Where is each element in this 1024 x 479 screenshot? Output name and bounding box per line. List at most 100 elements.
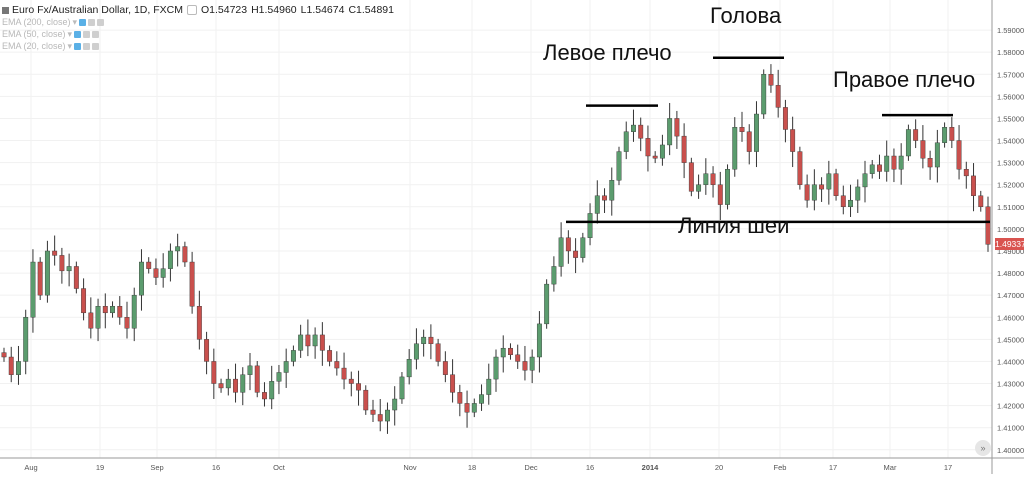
candle-body — [95, 306, 101, 329]
gear-icon[interactable] — [83, 30, 91, 38]
candle-body — [963, 169, 969, 177]
settings-icon[interactable] — [186, 5, 197, 15]
candle-body — [406, 359, 412, 378]
close-icon[interactable] — [97, 18, 105, 26]
candle-body — [587, 213, 593, 238]
right-shoulder-label: Правое плечо — [833, 67, 976, 92]
candle-body — [790, 129, 796, 152]
y-tick-label: 1.51000 — [997, 203, 1024, 212]
x-tick-label: Dec — [524, 463, 538, 472]
y-tick-label: 1.56000 — [997, 92, 1024, 101]
candle-body — [1, 352, 7, 358]
candle-body — [146, 261, 152, 269]
close-icon[interactable] — [92, 42, 100, 50]
y-tick-label: 1.52000 — [997, 181, 1024, 190]
y-tick-label: 1.42000 — [997, 402, 1024, 411]
candle-body — [225, 378, 231, 389]
candle-body — [696, 184, 702, 192]
y-tick-label: 1.55000 — [997, 114, 1024, 123]
candle-body — [262, 392, 267, 400]
chevron-down-icon[interactable]: ▾ — [67, 28, 73, 39]
candle-body — [110, 306, 115, 314]
candle-body — [645, 138, 651, 157]
candle-body — [985, 206, 991, 245]
gear-icon[interactable] — [83, 42, 91, 50]
candle-body — [276, 372, 282, 382]
candle-body — [218, 383, 224, 389]
candle-body — [609, 180, 615, 201]
candle-body — [659, 144, 665, 159]
candle-body — [189, 261, 195, 307]
indicator-label: EMA (200, close) — [2, 17, 71, 27]
candle-body — [934, 142, 940, 168]
candle-body — [811, 184, 817, 201]
y-tick-label: 1.50000 — [997, 225, 1024, 234]
candle-body — [616, 151, 622, 181]
candle-body — [81, 288, 87, 314]
candle-body — [819, 184, 825, 190]
candle-body — [688, 162, 694, 192]
y-tick-label: 1.40000 — [997, 446, 1024, 455]
candle-body — [884, 155, 890, 172]
ohlc-open: O1.54723 — [200, 4, 248, 16]
candle-body — [913, 129, 919, 141]
y-tick-label: 1.57000 — [997, 70, 1024, 79]
candle-body — [254, 365, 260, 393]
candle-body — [855, 186, 861, 201]
candle-body — [153, 268, 159, 278]
candle-body — [450, 374, 456, 393]
chevron-down-icon[interactable]: ▾ — [72, 16, 78, 27]
candle-body — [623, 131, 629, 152]
candle-body — [631, 124, 636, 132]
candle-body — [457, 392, 463, 404]
candle-body — [102, 306, 108, 314]
candle-body — [399, 376, 405, 400]
y-tick-label: 1.48000 — [997, 269, 1024, 278]
eye-icon[interactable] — [79, 18, 87, 26]
eye-icon[interactable] — [74, 30, 82, 38]
symbol-title: Euro Fx/Australian Dollar, 1D, FXCM — [12, 4, 183, 16]
legend-indicator-ema-20[interactable]: EMA (20, close) ▾ — [2, 40, 394, 52]
candle-body — [59, 255, 65, 272]
legend-indicator-ema-50[interactable]: EMA (50, close) ▾ — [2, 28, 394, 40]
candle-body — [319, 334, 325, 351]
candle-body — [536, 323, 542, 358]
candle-body — [768, 74, 774, 86]
candle-body — [124, 317, 130, 329]
candle-body — [167, 250, 173, 269]
candle-body — [638, 124, 644, 139]
candle-body — [942, 127, 948, 143]
candle-body — [131, 294, 137, 329]
x-tick-label: 18 — [468, 463, 476, 472]
chevron-down-icon[interactable]: ▾ — [67, 40, 73, 51]
candle-body — [298, 334, 304, 351]
candle-body — [442, 361, 448, 375]
candle-body — [761, 74, 767, 115]
left-shoulder-label: Левое плечо — [543, 40, 672, 65]
legend-indicator-ema-200[interactable]: EMA (200, close) ▾ — [2, 16, 394, 28]
legend-main-row[interactable]: Euro Fx/Australian Dollar, 1D, FXCM O1.5… — [2, 4, 394, 16]
candle-body — [385, 409, 390, 422]
candle-body — [891, 155, 897, 170]
ohlc-high: H1.54960 — [251, 4, 297, 16]
candle-body — [421, 336, 427, 344]
candle-body — [370, 409, 376, 415]
gear-icon[interactable] — [88, 18, 96, 26]
candle-body — [565, 237, 571, 252]
candle-body — [88, 312, 94, 329]
close-icon[interactable] — [92, 30, 100, 38]
x-tick-label: 20 — [715, 463, 723, 472]
y-tick-label: 1.43000 — [997, 380, 1024, 389]
x-tick-label: 16 — [586, 463, 594, 472]
x-tick-label: 19 — [96, 463, 104, 472]
eye-icon[interactable] — [74, 42, 82, 50]
ohlc-close: C1.54891 — [348, 4, 394, 16]
candle-body — [233, 378, 238, 393]
candle-body — [23, 317, 29, 362]
scroll-to-realtime-button[interactable]: » — [975, 440, 991, 456]
candle-body — [356, 383, 361, 391]
candle-body — [363, 389, 369, 411]
candle-body — [500, 347, 506, 358]
